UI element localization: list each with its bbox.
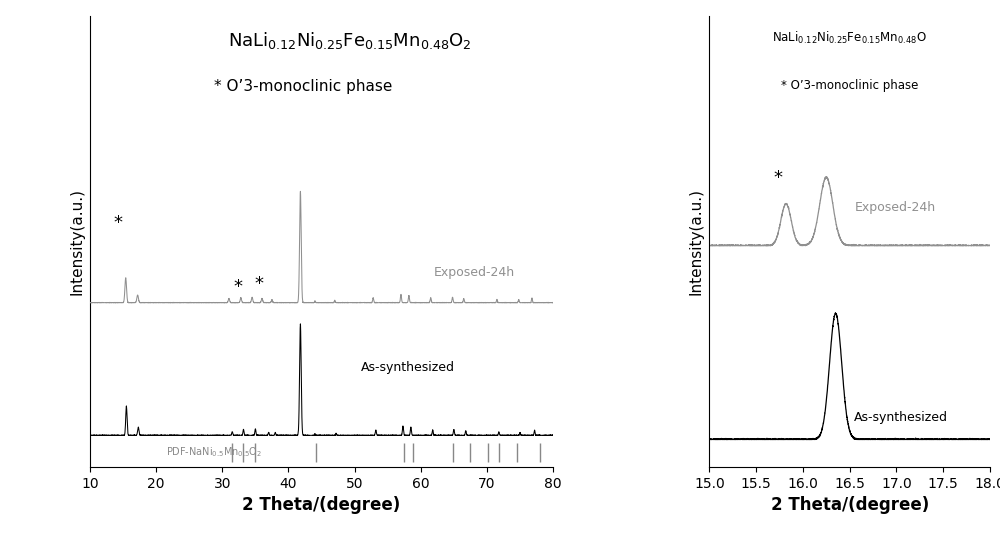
Text: As-synthesized: As-synthesized	[361, 361, 455, 374]
Text: Exposed-24h: Exposed-24h	[854, 201, 935, 214]
Text: *: *	[773, 169, 782, 187]
Text: *: *	[254, 275, 263, 293]
Text: PDF-NaNi$_{0.5}$Mn$_{0.5}$O$_2$: PDF-NaNi$_{0.5}$Mn$_{0.5}$O$_2$	[166, 445, 262, 459]
Text: * O’3-monoclinic phase: * O’3-monoclinic phase	[214, 79, 392, 95]
Text: NaLi$_{0.12}$Ni$_{0.25}$Fe$_{0.15}$Mn$_{0.48}$O: NaLi$_{0.12}$Ni$_{0.25}$Fe$_{0.15}$Mn$_{…	[772, 30, 927, 46]
Text: Exposed-24h: Exposed-24h	[434, 266, 515, 279]
Text: As-synthesized: As-synthesized	[854, 411, 948, 424]
Y-axis label: Intensity(a.u.): Intensity(a.u.)	[689, 188, 704, 295]
Text: *: *	[114, 214, 123, 232]
Text: *: *	[233, 278, 242, 296]
Text: NaLi$_{0.12}$Ni$_{0.25}$Fe$_{0.15}$Mn$_{0.48}$O$_2$: NaLi$_{0.12}$Ni$_{0.25}$Fe$_{0.15}$Mn$_{…	[228, 30, 471, 50]
Text: * O’3-monoclinic phase: * O’3-monoclinic phase	[781, 79, 918, 92]
X-axis label: 2 Theta/(degree): 2 Theta/(degree)	[242, 497, 401, 514]
X-axis label: 2 Theta/(degree): 2 Theta/(degree)	[771, 497, 929, 514]
Y-axis label: Intensity(a.u.): Intensity(a.u.)	[69, 188, 84, 295]
